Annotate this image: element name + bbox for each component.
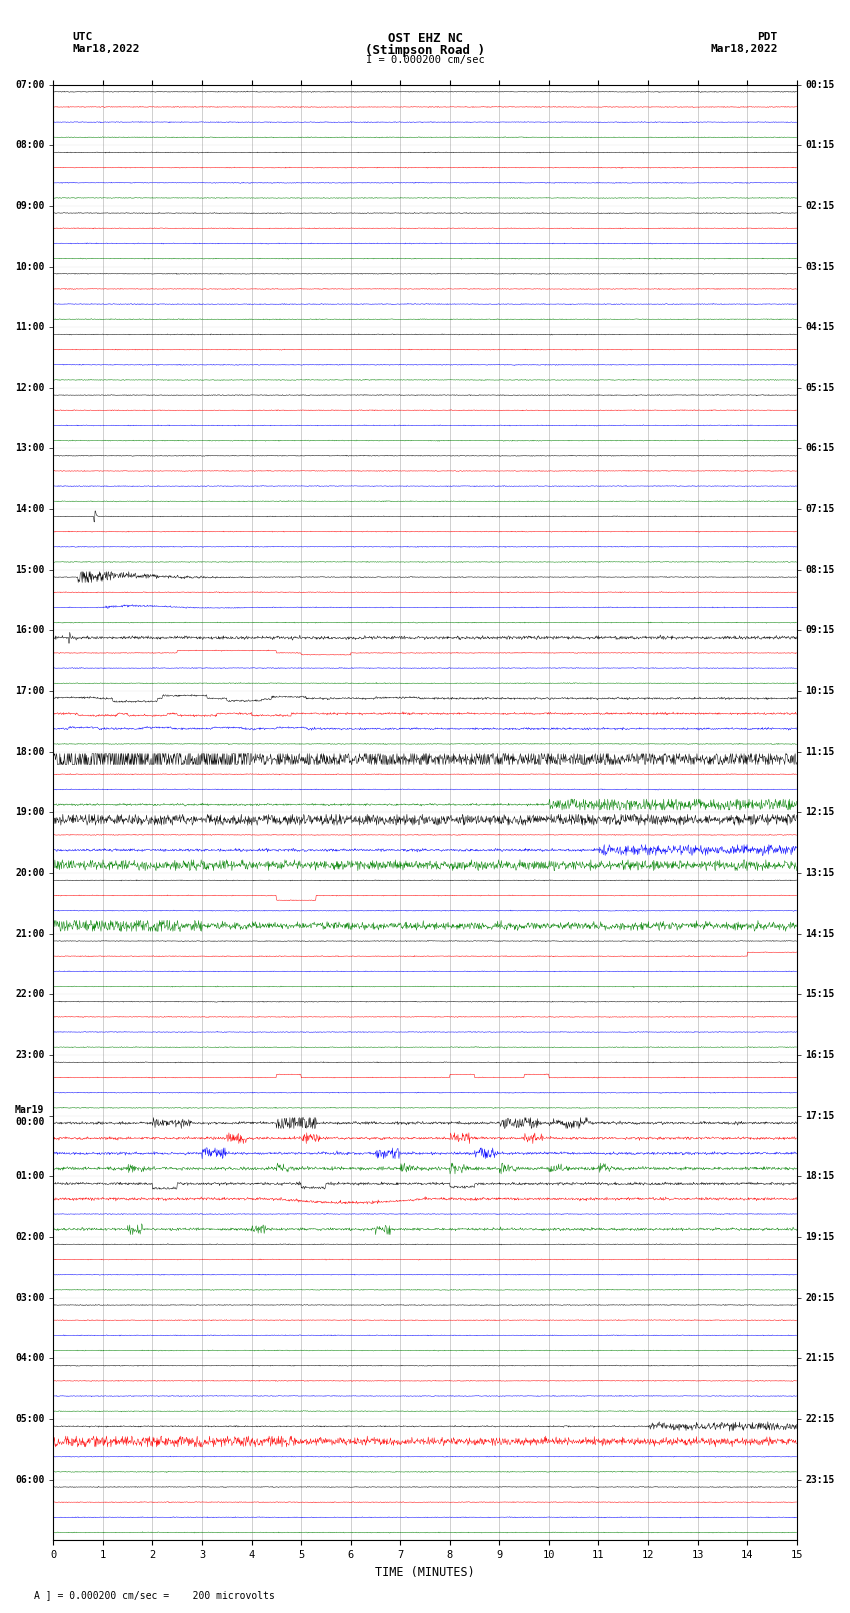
X-axis label: TIME (MINUTES): TIME (MINUTES) <box>375 1566 475 1579</box>
Text: Mar18,2022: Mar18,2022 <box>711 44 778 53</box>
Text: Mar18,2022: Mar18,2022 <box>72 44 139 53</box>
Text: (Stimpson Road ): (Stimpson Road ) <box>365 44 485 56</box>
Text: I = 0.000200 cm/sec: I = 0.000200 cm/sec <box>366 55 484 65</box>
Text: PDT: PDT <box>757 32 778 42</box>
Text: OST EHZ NC: OST EHZ NC <box>388 32 462 45</box>
Text: UTC: UTC <box>72 32 93 42</box>
Text: A ] = 0.000200 cm/sec =    200 microvolts: A ] = 0.000200 cm/sec = 200 microvolts <box>34 1590 275 1600</box>
